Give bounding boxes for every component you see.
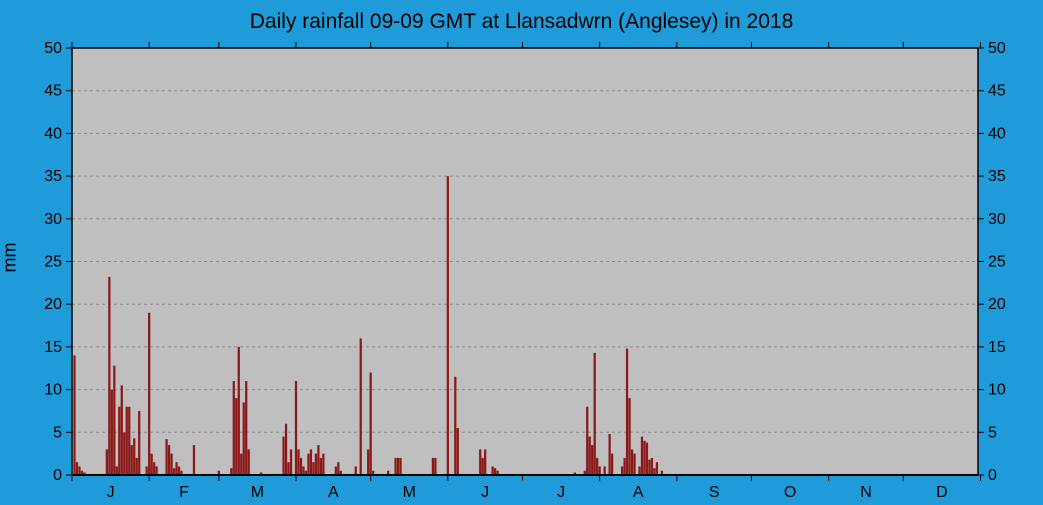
- svg-text:F: F: [179, 484, 189, 501]
- svg-text:N: N: [860, 484, 872, 501]
- svg-text:0: 0: [53, 467, 62, 484]
- svg-text:0: 0: [988, 467, 997, 484]
- svg-text:50: 50: [44, 40, 62, 57]
- svg-text:20: 20: [44, 296, 62, 313]
- svg-text:A: A: [328, 484, 339, 501]
- svg-text:35: 35: [988, 168, 1006, 185]
- svg-text:25: 25: [988, 254, 1006, 271]
- svg-text:40: 40: [988, 125, 1006, 142]
- chart-container: Daily rainfall 09-09 GMT at Llansadwrn (…: [0, 0, 1043, 505]
- svg-text:20: 20: [988, 296, 1006, 313]
- svg-text:5: 5: [988, 424, 997, 441]
- svg-text:10: 10: [44, 382, 62, 399]
- svg-text:S: S: [709, 484, 720, 501]
- svg-text:J: J: [107, 484, 115, 501]
- svg-text:45: 45: [44, 83, 62, 100]
- svg-text:15: 15: [988, 339, 1006, 356]
- svg-text:J: J: [557, 484, 565, 501]
- svg-text:5: 5: [53, 424, 62, 441]
- svg-text:40: 40: [44, 125, 62, 142]
- svg-text:10: 10: [988, 382, 1006, 399]
- svg-text:A: A: [633, 484, 644, 501]
- svg-text:25: 25: [44, 254, 62, 271]
- svg-text:35: 35: [44, 168, 62, 185]
- svg-text:50: 50: [988, 40, 1006, 57]
- chart-plot-area: 0 0 5 5 10 10 15 15 20 20 25 25 30 30 35 35 40 40 45 45 50 50…: [0, 0, 1043, 505]
- svg-text:M: M: [403, 484, 416, 501]
- svg-text:30: 30: [44, 211, 62, 228]
- svg-text:O: O: [784, 484, 796, 501]
- svg-text:45: 45: [988, 83, 1006, 100]
- svg-text:D: D: [936, 484, 948, 501]
- svg-text:30: 30: [988, 211, 1006, 228]
- svg-text:M: M: [251, 484, 264, 501]
- svg-text:15: 15: [44, 339, 62, 356]
- svg-text:J: J: [481, 484, 489, 501]
